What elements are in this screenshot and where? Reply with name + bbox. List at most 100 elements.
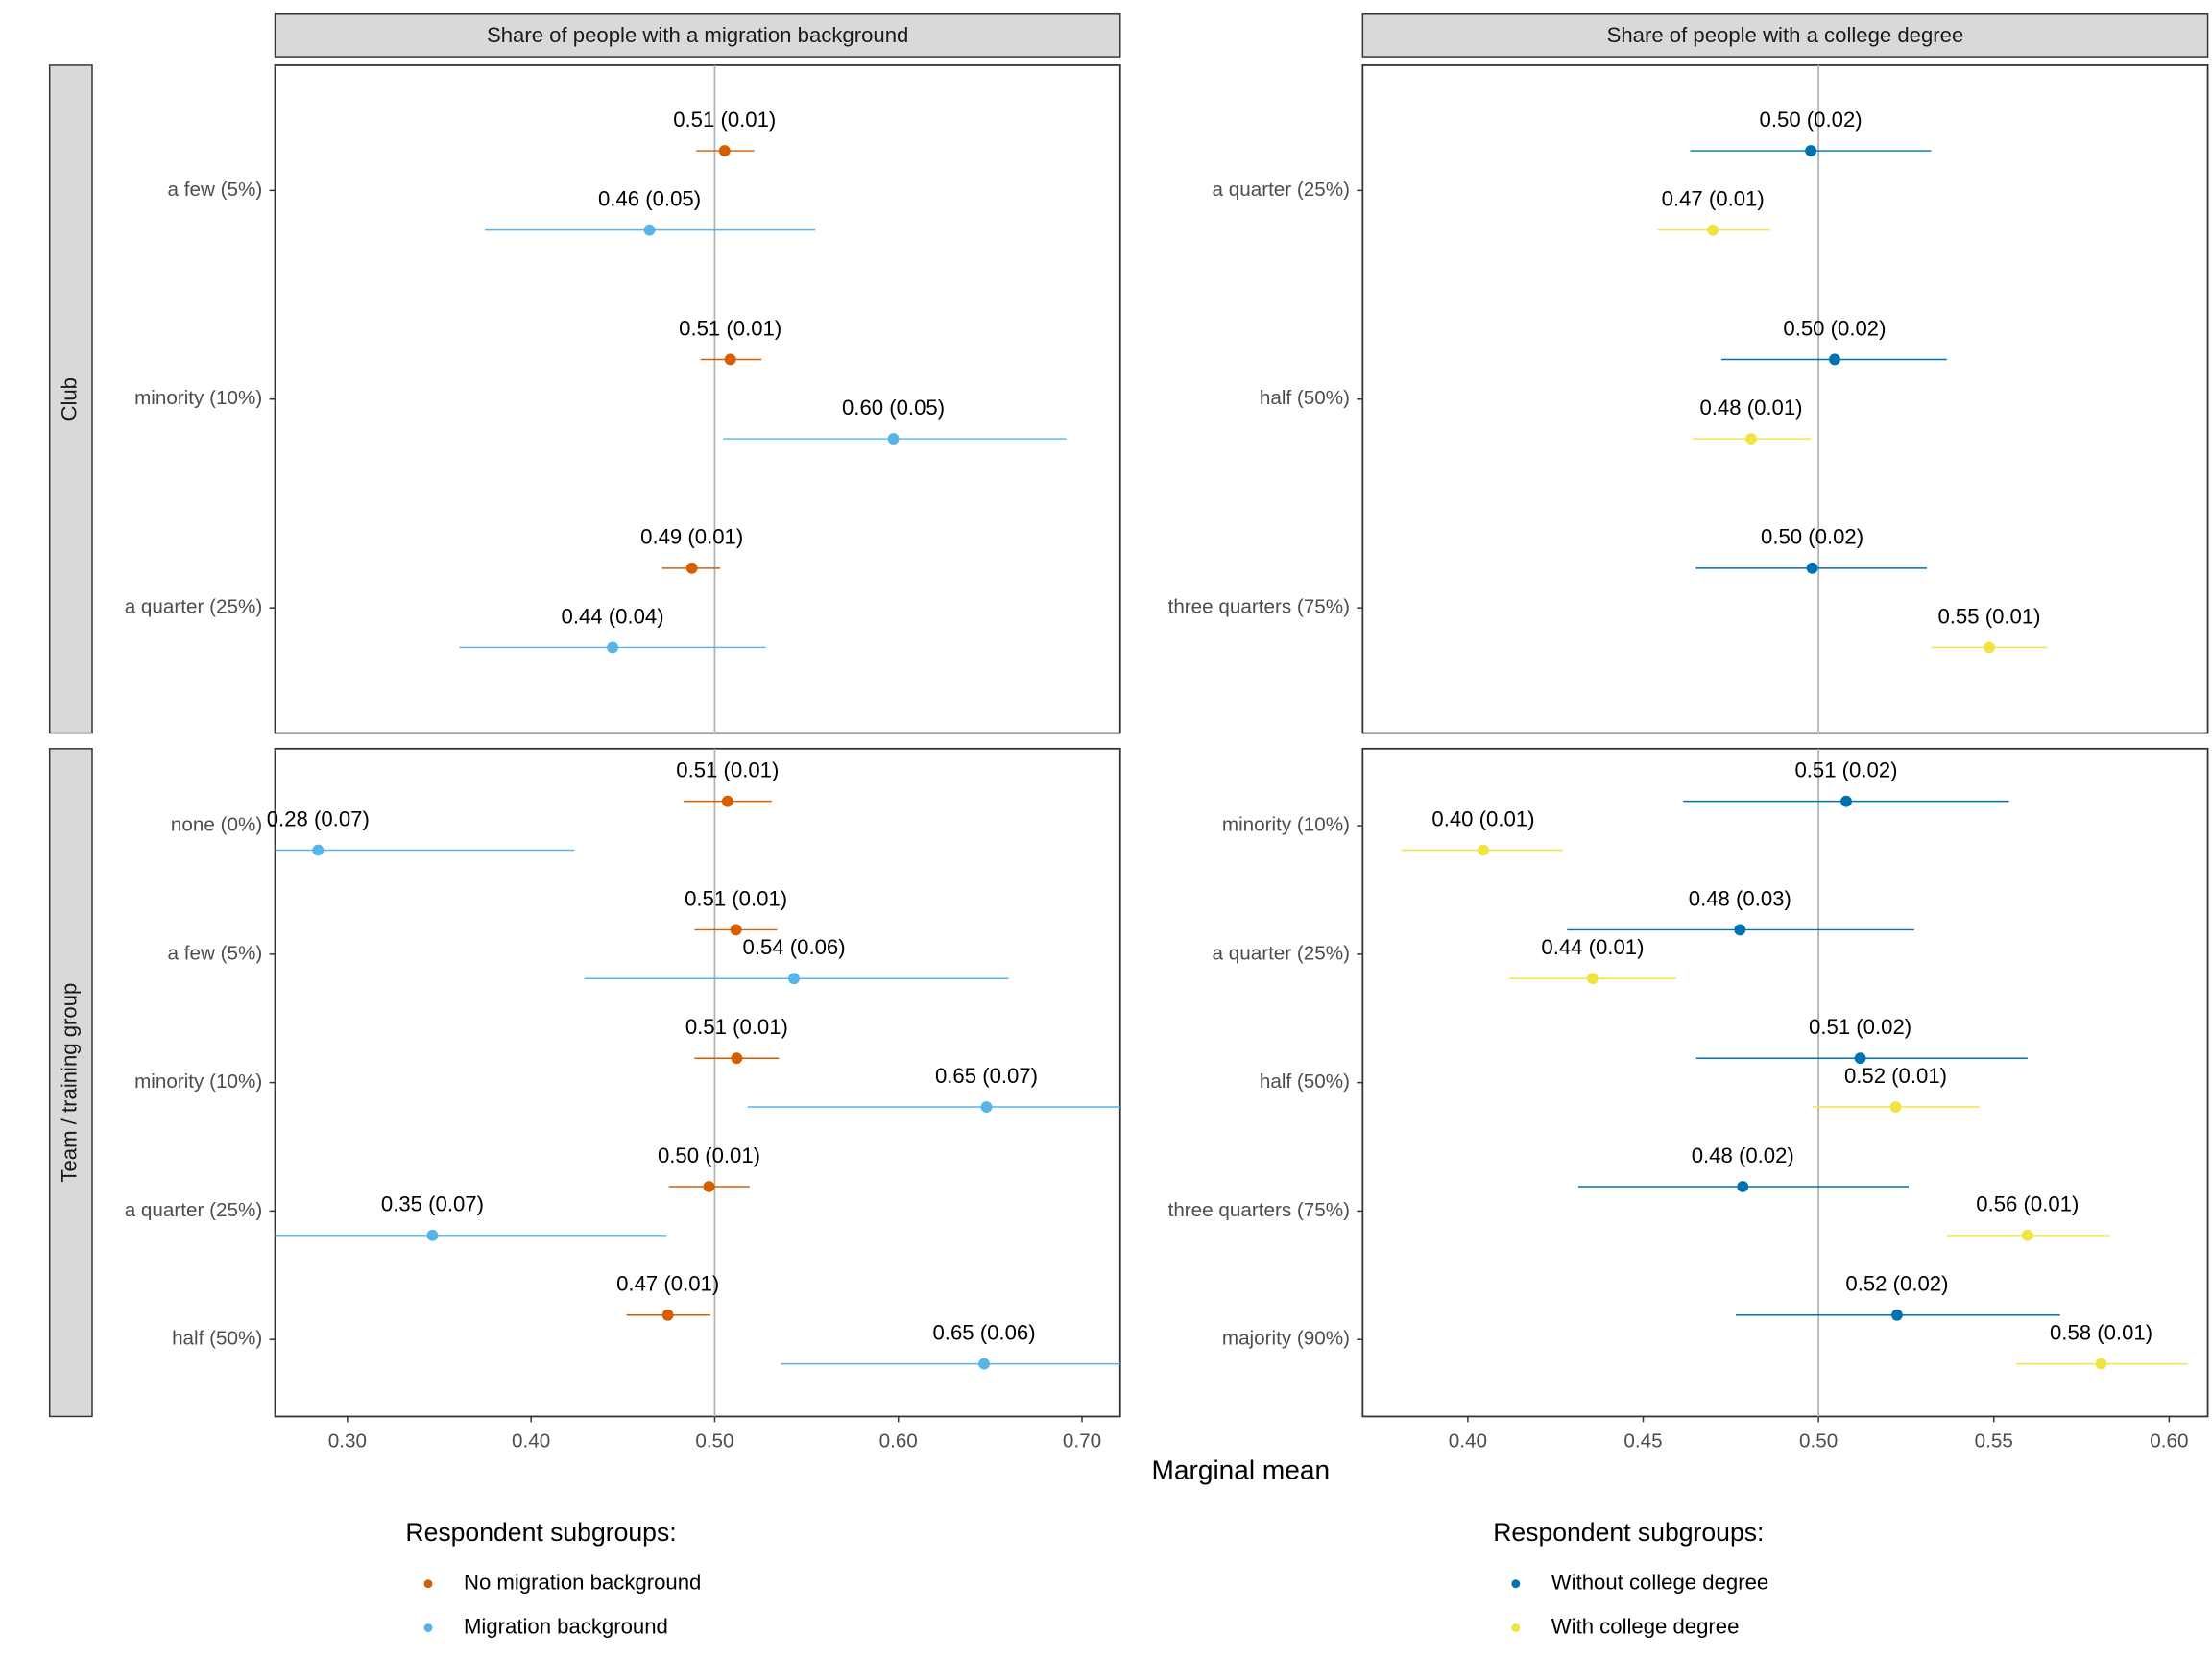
row-strip [48, 748, 93, 1418]
point [1984, 641, 1995, 654]
column-strip [1361, 13, 2209, 58]
legend-label: Without college degree [1551, 1571, 1768, 1595]
row-strip-label: Club [58, 377, 82, 421]
y-tick-label: half (50%) [1260, 1070, 1350, 1093]
data-label: 0.47 (0.01) [616, 1272, 719, 1296]
point [718, 145, 731, 156]
data-label: 0.51 (0.01) [685, 1015, 788, 1039]
data-label: 0.35 (0.07) [381, 1192, 484, 1216]
x-tick-label: 0.70 [1063, 1430, 1101, 1452]
point [661, 1309, 674, 1321]
legend-swatch [1511, 1623, 1521, 1632]
x-axis-label: Marginal mean [1152, 1455, 1331, 1484]
x-tick-label: 0.40 [1449, 1430, 1487, 1452]
legend-title: Respondent subgroups: [405, 1518, 676, 1547]
point [312, 844, 325, 856]
data-label: 0.48 (0.03) [1689, 886, 1791, 910]
data-label: 0.52 (0.02) [1845, 1272, 1948, 1296]
point [1854, 1052, 1866, 1065]
point [1891, 1309, 1903, 1321]
data-label: 0.50 (0.01) [658, 1143, 760, 1167]
legend-title: Respondent subgroups: [1493, 1518, 1764, 1547]
x-tick-label: 0.30 [328, 1430, 367, 1452]
legend-swatch [423, 1579, 433, 1589]
legend-label: With college degree [1551, 1614, 1740, 1638]
point [685, 562, 698, 574]
data-label: 0.49 (0.01) [640, 525, 743, 549]
data-label: 0.52 (0.01) [1844, 1064, 1947, 1088]
point [1478, 844, 1489, 856]
point [2095, 1358, 2107, 1370]
y-tick-label: a quarter (25%) [125, 596, 263, 618]
y-tick-label: a few (5%) [167, 179, 262, 201]
data-label: 0.51 (0.01) [685, 886, 787, 910]
data-label: 0.54 (0.06) [743, 935, 846, 959]
x-tick-label: 0.60 [2150, 1430, 2188, 1452]
data-label: 0.48 (0.01) [1699, 396, 1802, 420]
data-label: 0.40 (0.01) [1431, 806, 1534, 830]
column-strip [274, 13, 1121, 58]
data-label: 0.58 (0.01) [2050, 1320, 2152, 1344]
point [703, 1181, 715, 1192]
panel [1361, 747, 2209, 1418]
legend-label: No migration background [464, 1571, 701, 1595]
x-tick-label: 0.60 [879, 1430, 918, 1452]
data-label: 0.50 (0.02) [1783, 316, 1886, 340]
point [1737, 1181, 1749, 1192]
y-tick-label: a quarter (25%) [1213, 179, 1351, 201]
point [1889, 1101, 1902, 1113]
point [2021, 1229, 2033, 1241]
y-tick-label: a quarter (25%) [125, 1199, 263, 1221]
data-label: 0.51 (0.01) [676, 757, 779, 781]
point [1805, 145, 1817, 156]
point [1707, 224, 1719, 236]
point [724, 353, 736, 366]
row-strip-label: Team / training group [58, 983, 82, 1183]
data-label: 0.46 (0.05) [598, 187, 701, 211]
point [1840, 795, 1852, 807]
column-strip-label: Share of people with a college degree [1607, 23, 1964, 47]
data-label: 0.47 (0.01) [1662, 187, 1765, 211]
y-tick-label: majority (90%) [1222, 1328, 1350, 1350]
panel [1361, 64, 2209, 734]
panel [274, 64, 1121, 734]
point [1829, 353, 1840, 366]
data-label: 0.44 (0.04) [562, 604, 664, 628]
y-tick-label: minority (10%) [134, 387, 262, 409]
legend-swatch [1511, 1579, 1521, 1589]
x-tick-label: 0.40 [512, 1430, 550, 1452]
y-tick-label: a quarter (25%) [1213, 942, 1351, 964]
data-label: 0.50 (0.02) [1761, 525, 1863, 549]
data-label: 0.51 (0.02) [1809, 1015, 1911, 1039]
y-tick-label: half (50%) [1260, 387, 1350, 409]
point [730, 924, 742, 936]
data-label: 0.44 (0.01) [1541, 935, 1644, 959]
x-tick-label: 0.45 [1623, 1430, 1662, 1452]
data-label: 0.55 (0.01) [1937, 604, 2040, 628]
point [643, 224, 656, 236]
data-label: 0.50 (0.02) [1760, 108, 1863, 132]
x-tick-label: 0.50 [695, 1430, 733, 1452]
data-label: 0.51 (0.01) [679, 316, 781, 340]
y-tick-label: minority (10%) [1222, 814, 1350, 836]
point [1587, 973, 1599, 985]
data-label: 0.60 (0.05) [842, 396, 945, 420]
point [788, 973, 800, 985]
legend-swatch [423, 1623, 433, 1632]
point [607, 641, 618, 654]
panel [274, 747, 1121, 1418]
data-label: 0.65 (0.06) [932, 1320, 1035, 1344]
point [426, 1229, 439, 1241]
data-label: 0.28 (0.07) [267, 806, 370, 830]
y-tick-label: three quarters (75%) [1168, 1199, 1350, 1221]
point [731, 1052, 743, 1065]
row-strip [48, 64, 93, 734]
data-label: 0.65 (0.07) [935, 1064, 1038, 1088]
point [978, 1358, 990, 1370]
legend-label: Migration background [464, 1614, 668, 1638]
point [1745, 433, 1757, 445]
point [887, 433, 900, 445]
x-tick-label: 0.55 [1975, 1430, 2013, 1452]
data-label: 0.51 (0.01) [673, 108, 776, 132]
